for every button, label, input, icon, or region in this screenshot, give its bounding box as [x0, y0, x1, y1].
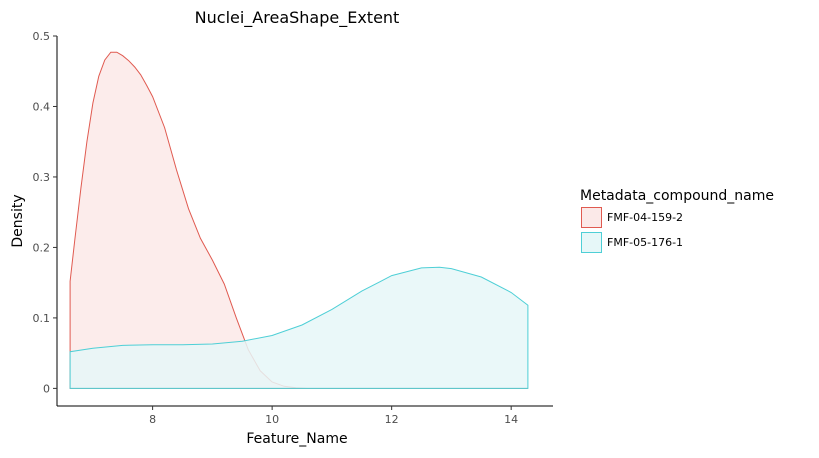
- x-tick-label: 8: [149, 413, 156, 426]
- x-tick-label: 10: [265, 413, 279, 426]
- y-tick-label: 0.1: [33, 312, 51, 325]
- density-area-series-2: [69, 266, 529, 389]
- y-tick-label: 0.4: [33, 100, 51, 113]
- x-tick-label: 14: [504, 413, 518, 426]
- x-axis-ticks: 8 10 12 14: [149, 406, 518, 426]
- y-axis-ticks: 0 0.1 0.2 0.3 0.4 0.5: [33, 30, 57, 395]
- legend-entry-label: FMF-04-159-2: [607, 211, 683, 224]
- y-tick-label: 0.3: [33, 171, 51, 184]
- y-tick-label: 0.2: [33, 241, 51, 254]
- plot-area: [69, 51, 529, 389]
- y-axis-label: Density: [10, 194, 26, 247]
- chart-title: Nuclei_AreaShape_Extent: [195, 8, 400, 28]
- x-tick-label: 12: [385, 413, 399, 426]
- legend-swatch: [581, 207, 602, 228]
- legend-swatch: [581, 232, 602, 253]
- y-tick-label: 0.5: [33, 30, 51, 43]
- legend-title: Metadata_compound_name: [580, 188, 774, 204]
- x-axis-label: Feature_Name: [246, 431, 347, 447]
- legend-entry-label: FMF-05-176-1: [607, 236, 683, 249]
- y-tick-label: 0: [43, 382, 50, 395]
- legend: Metadata_compound_name FMF-04-159-2 FMF-0…: [580, 188, 774, 253]
